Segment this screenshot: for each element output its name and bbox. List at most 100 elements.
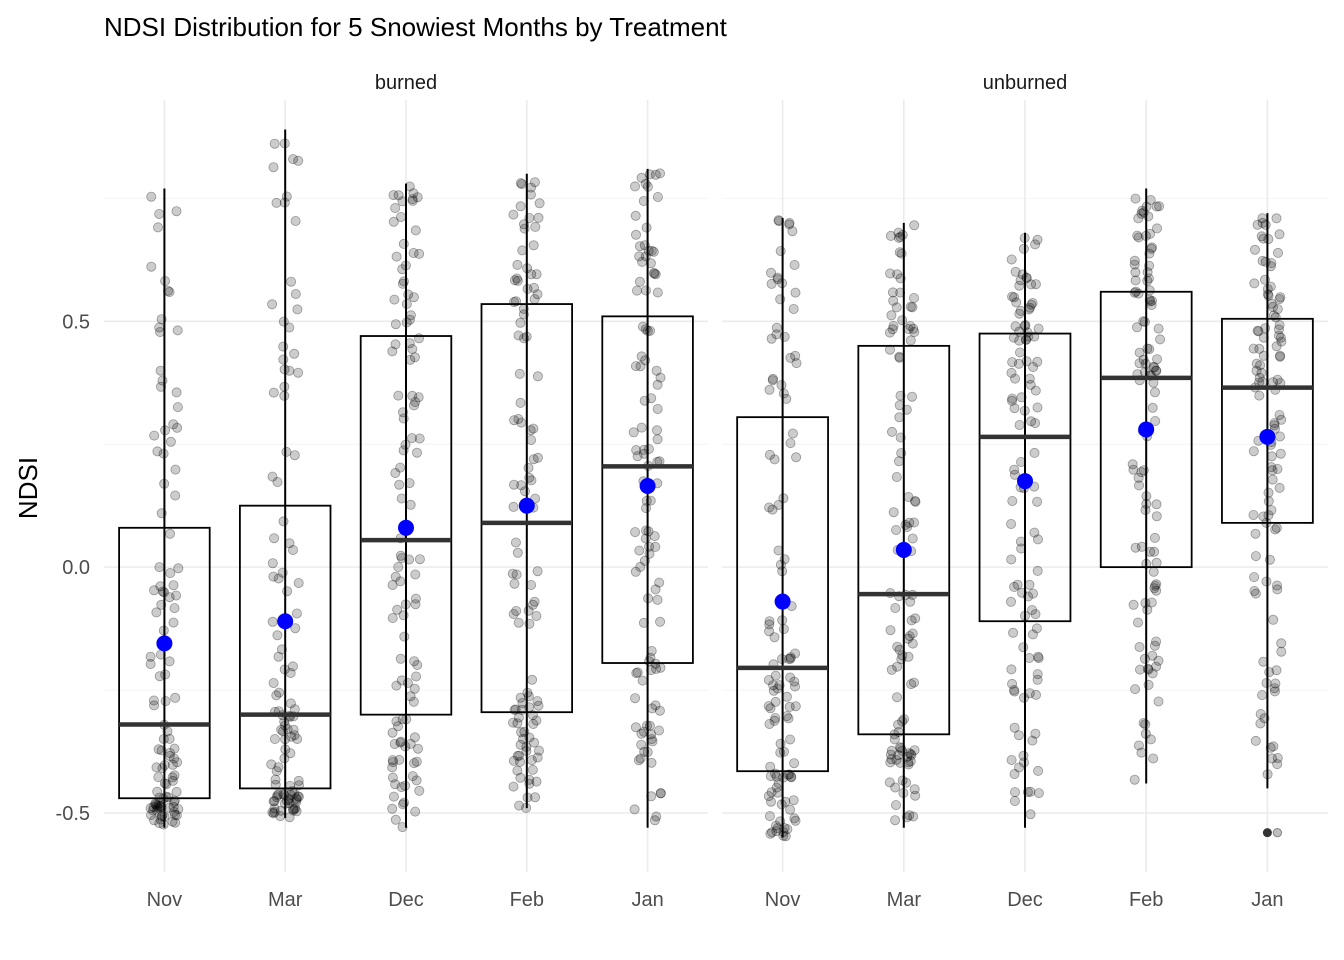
jitter-point xyxy=(267,807,278,818)
jitter-point xyxy=(1271,341,1282,352)
jitter-point xyxy=(278,341,289,352)
jitter-point xyxy=(1276,336,1287,347)
jitter-point xyxy=(401,298,412,309)
jitter-point xyxy=(898,788,909,799)
jitter-point xyxy=(1249,278,1260,289)
jitter-point xyxy=(269,807,280,818)
jitter-point xyxy=(524,472,535,483)
jitter-point xyxy=(401,317,412,328)
jitter-point xyxy=(1140,358,1151,369)
jitter-point xyxy=(1259,713,1270,724)
jitter-point xyxy=(1006,596,1017,607)
jitter-point xyxy=(273,651,284,662)
jitter-point xyxy=(168,419,179,430)
jitter-point xyxy=(642,720,653,731)
jitter-point xyxy=(1009,469,1020,480)
jitter-point xyxy=(401,714,412,725)
jitter-point xyxy=(767,504,778,515)
jitter-point xyxy=(1132,322,1143,333)
jitter-point xyxy=(530,221,541,232)
jitter-point xyxy=(774,216,785,227)
jitter-point xyxy=(396,782,407,793)
jitter-point xyxy=(1138,207,1149,218)
jitter-point xyxy=(158,794,169,805)
jitter-point xyxy=(905,335,916,346)
jitter-point xyxy=(508,781,519,792)
jitter-point xyxy=(648,267,659,278)
jitter-point xyxy=(892,661,903,672)
jitter-point xyxy=(405,354,416,365)
jitter-point xyxy=(1150,387,1161,398)
jitter-point xyxy=(282,724,293,735)
jitter-point xyxy=(1021,334,1032,345)
jitter-point xyxy=(1144,294,1155,305)
jitter-point xyxy=(529,737,540,748)
jitter-point xyxy=(169,743,180,754)
jitter-point xyxy=(154,671,165,682)
jitter-point xyxy=(509,578,520,589)
jitter-point xyxy=(154,208,165,219)
jitter-point xyxy=(905,596,916,607)
jitter-point xyxy=(281,795,292,806)
jitter-point xyxy=(655,788,666,799)
jitter-point xyxy=(641,503,652,514)
jitter-point xyxy=(1009,403,1020,414)
jitter-point xyxy=(413,392,424,403)
jitter-point xyxy=(1033,653,1044,664)
jitter-point xyxy=(290,215,301,226)
jitter-point xyxy=(512,718,523,729)
jitter-point xyxy=(1151,499,1162,510)
jitter-point xyxy=(1138,465,1149,476)
jitter-point xyxy=(1260,274,1271,285)
jitter-point xyxy=(893,232,904,243)
jitter-point xyxy=(1258,350,1269,361)
jitter-point xyxy=(532,452,543,463)
jitter-point xyxy=(173,804,184,815)
jitter-point xyxy=(531,715,542,726)
jitter-point xyxy=(1006,664,1017,675)
jitter-point xyxy=(1254,343,1265,354)
jitter-point xyxy=(764,619,775,630)
jitter-point xyxy=(160,669,171,680)
jitter-point xyxy=(508,755,519,766)
jitter-point xyxy=(513,330,524,341)
jitter-point xyxy=(518,733,529,744)
jitter-point xyxy=(1149,640,1160,651)
jitter-point xyxy=(1146,597,1157,608)
jitter-point xyxy=(388,216,399,227)
jitter-point xyxy=(773,215,784,226)
jitter-point xyxy=(1025,379,1036,390)
jitter-point xyxy=(524,702,535,713)
jitter-point xyxy=(389,739,400,750)
jitter-point xyxy=(293,155,304,166)
jitter-point xyxy=(164,802,175,813)
jitter-point xyxy=(398,276,409,287)
jitter-point xyxy=(1251,358,1262,369)
jitter-point xyxy=(774,680,785,691)
jitter-point xyxy=(156,599,167,610)
jitter-point xyxy=(287,545,298,556)
jitter-point xyxy=(1250,528,1261,539)
jitter-point xyxy=(517,698,528,709)
jitter-point xyxy=(150,799,161,810)
jitter-point xyxy=(1009,581,1020,592)
jitter-point xyxy=(282,586,293,597)
box-burned-Feb xyxy=(480,173,573,813)
jitter-point xyxy=(632,451,643,462)
jitter-point xyxy=(145,810,156,821)
jitter-point xyxy=(636,739,647,750)
jitter-point xyxy=(274,687,285,698)
jitter-point xyxy=(646,729,657,740)
iqr-box xyxy=(736,416,829,773)
jitter-point xyxy=(1261,576,1272,587)
jitter-point xyxy=(293,791,304,802)
box-burned-Dec xyxy=(359,181,453,833)
jitter-point xyxy=(890,782,901,793)
iqr-box xyxy=(978,332,1072,623)
jitter-point xyxy=(630,566,641,577)
jitter-point xyxy=(1016,392,1027,403)
jitter-points xyxy=(1006,232,1044,820)
jitter-point xyxy=(1026,299,1037,310)
jitter-point xyxy=(1030,239,1041,250)
jitter-point xyxy=(396,553,407,564)
